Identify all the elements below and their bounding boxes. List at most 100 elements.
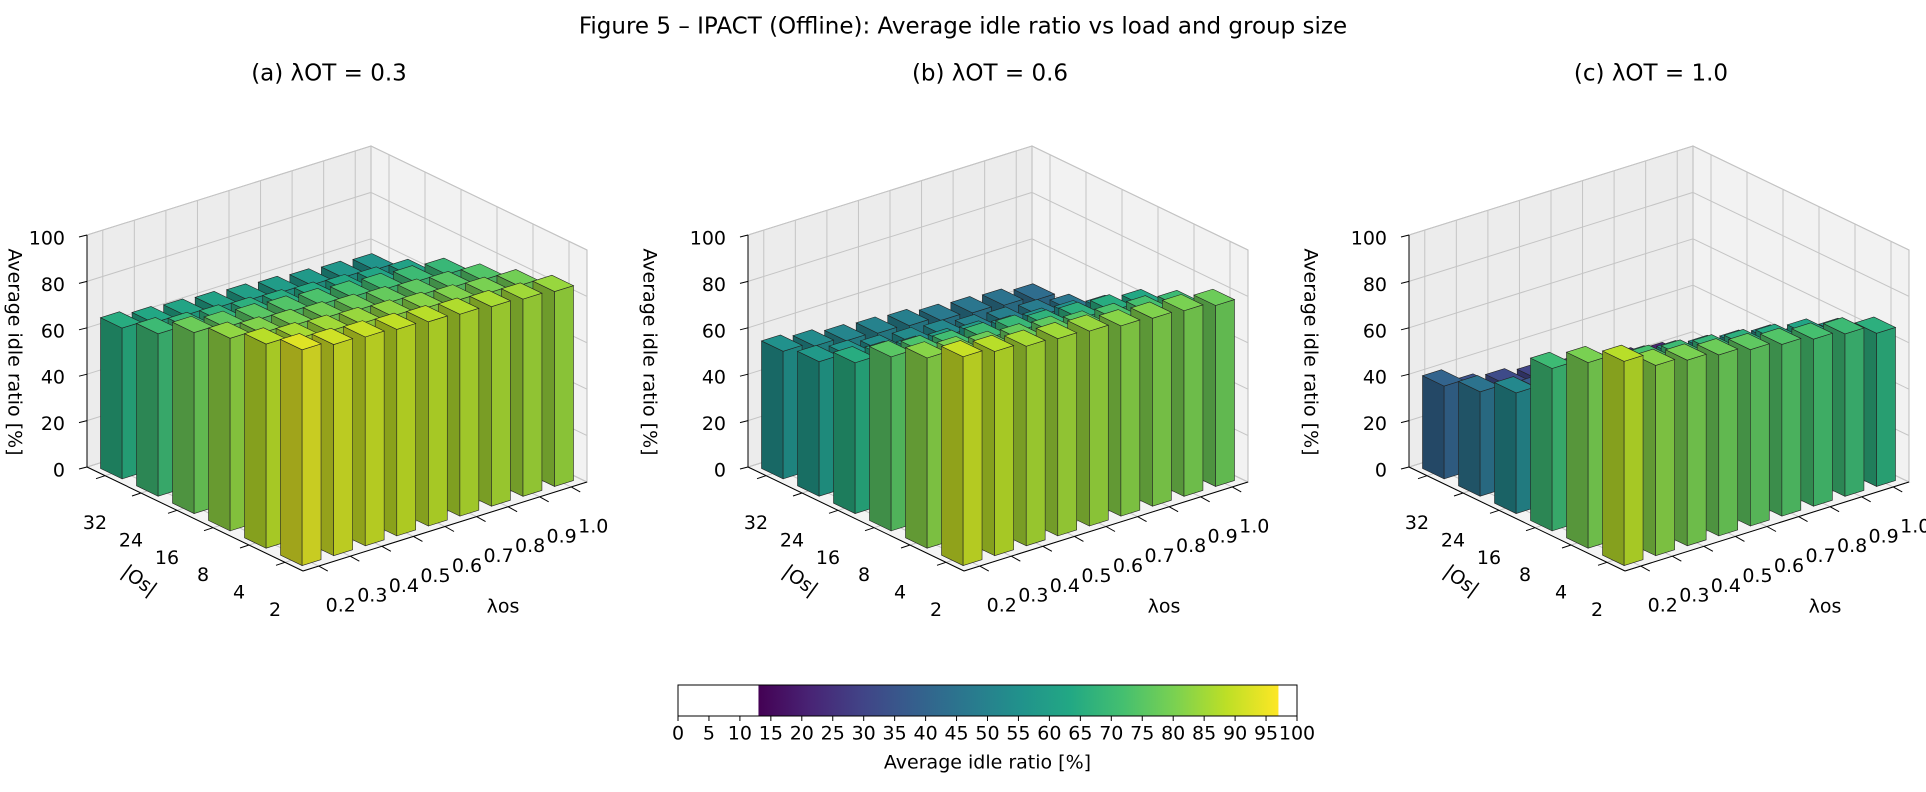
bar-face <box>469 290 512 308</box>
bar-face <box>1457 375 1500 393</box>
x-tick <box>1231 486 1242 493</box>
x-tick-label: 0.9 <box>1869 525 1899 547</box>
colorbar-tick-label: 85 <box>1192 723 1216 745</box>
bar <box>1529 351 1572 532</box>
bar-face <box>338 307 381 324</box>
z-tick-label: 80 <box>41 274 65 296</box>
y-tick <box>131 492 142 497</box>
x-tick <box>1200 496 1210 503</box>
z-tick <box>78 327 88 331</box>
x-tick <box>1829 506 1840 513</box>
bar-face <box>1759 327 1802 345</box>
y-axis <box>86 466 304 572</box>
x-tick-label: 0.6 <box>1113 555 1143 577</box>
colorbar-tick-label: 10 <box>728 723 752 745</box>
bar-face <box>428 315 448 527</box>
bar-face <box>352 253 395 271</box>
x-tick <box>476 516 486 523</box>
bar-face <box>940 340 983 358</box>
z-tick-label: 100 <box>29 228 65 250</box>
bar-face <box>203 310 246 328</box>
colorbar-tick-label: 100 <box>1279 723 1315 745</box>
grid-line <box>1692 191 1910 297</box>
bar-face <box>225 283 269 301</box>
y-tick-label: 8 <box>858 564 870 586</box>
colorbar-tick-label: 70 <box>1099 723 1123 745</box>
bar-face <box>532 274 575 292</box>
bar-face <box>136 322 159 497</box>
z-tick <box>78 373 88 377</box>
bar-face <box>1530 357 1553 532</box>
z-tick-label: 80 <box>1363 274 1387 296</box>
bar-face <box>266 295 309 313</box>
colorbar-tick-label: 40 <box>914 723 938 745</box>
y-tick-label: 8 <box>1519 564 1531 586</box>
bar-face <box>329 280 372 298</box>
y-tick <box>239 544 250 549</box>
bar-face <box>832 346 875 364</box>
bar <box>1601 344 1644 567</box>
bar-face <box>320 260 363 278</box>
x-tick <box>1011 555 1021 562</box>
bar-face <box>99 311 142 329</box>
bar <box>760 334 803 480</box>
colorbar-tick-label: 0 <box>672 723 684 745</box>
y-tick-label: 2 <box>1591 599 1603 621</box>
z-tick-label: 40 <box>41 367 65 389</box>
colorbar-tick-label: 75 <box>1130 723 1154 745</box>
z-tick-label: 60 <box>1363 320 1387 342</box>
bar <box>796 345 839 497</box>
x-tick <box>1892 486 1903 493</box>
z-tick <box>739 234 749 238</box>
bar-face <box>1655 359 1675 557</box>
y-tick-label: 8 <box>197 564 209 586</box>
y-tick <box>864 527 875 532</box>
x-tick-label: 0.6 <box>1774 555 1804 577</box>
z-tick <box>1400 373 1410 377</box>
x-tick-label: 1.0 <box>1900 515 1926 537</box>
bar-face <box>1718 348 1739 537</box>
bar-face <box>1193 288 1236 306</box>
bar-face <box>1822 317 1865 335</box>
bar-face <box>823 324 866 342</box>
bar-face <box>868 340 911 358</box>
bar <box>832 346 875 515</box>
x-tick <box>507 506 518 513</box>
x-tick <box>1766 526 1777 532</box>
bar-face <box>280 338 303 567</box>
bar-face <box>796 345 839 362</box>
z-axis-label: Average idle ratio [%] <box>639 248 661 455</box>
bar-face <box>433 284 476 302</box>
x-tick <box>1798 516 1808 523</box>
y-tick <box>203 527 214 532</box>
x-axis-label: λos <box>1809 596 1842 618</box>
y-tick-label: 2 <box>269 599 281 621</box>
bar-face <box>1493 376 1536 394</box>
bar-face <box>491 300 511 507</box>
x-tick <box>1168 506 1179 513</box>
y-tick-label: 16 <box>816 547 840 569</box>
bar-face <box>496 269 539 287</box>
colorbar-tick-label: 65 <box>1068 723 1092 745</box>
bar <box>99 311 142 480</box>
y-tick <box>1597 561 1608 566</box>
bar-face <box>994 345 1014 557</box>
z-tick <box>739 327 749 331</box>
bar-face <box>342 320 385 338</box>
bar-face <box>279 333 322 351</box>
bar-face <box>1602 350 1625 567</box>
z-tick <box>1400 420 1410 424</box>
bar-face <box>1813 332 1833 507</box>
colorbar-tick-label: 80 <box>1161 723 1185 745</box>
bar-face <box>207 321 250 339</box>
colorbar-tick-label: 90 <box>1223 723 1247 745</box>
bar-face <box>365 286 408 304</box>
y-tick-label: 24 <box>119 530 143 552</box>
bar-face <box>1215 299 1235 487</box>
bar <box>243 327 286 549</box>
bar-face <box>243 327 286 345</box>
bar <box>171 315 214 515</box>
bar <box>1457 375 1500 497</box>
z-tick-label: 100 <box>690 228 726 250</box>
bar-face <box>297 287 341 305</box>
